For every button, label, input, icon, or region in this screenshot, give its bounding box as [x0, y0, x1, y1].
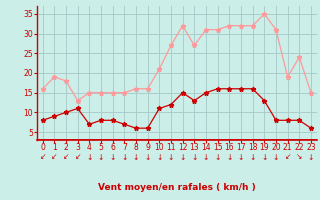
- Text: ↓: ↓: [261, 152, 268, 162]
- Text: ↙: ↙: [51, 152, 58, 162]
- Text: ↓: ↓: [308, 152, 314, 162]
- Text: ↓: ↓: [203, 152, 209, 162]
- Text: ↙: ↙: [39, 152, 46, 162]
- Text: ↓: ↓: [98, 152, 104, 162]
- Text: ↙: ↙: [63, 152, 69, 162]
- Text: ↓: ↓: [191, 152, 197, 162]
- Text: ↘: ↘: [296, 152, 302, 162]
- Text: ↓: ↓: [226, 152, 233, 162]
- Text: ↓: ↓: [133, 152, 139, 162]
- Text: ↓: ↓: [109, 152, 116, 162]
- Text: Vent moyen/en rafales ( km/h ): Vent moyen/en rafales ( km/h ): [98, 184, 256, 192]
- Text: ↓: ↓: [168, 152, 174, 162]
- Text: ↙: ↙: [284, 152, 291, 162]
- Text: ↓: ↓: [121, 152, 127, 162]
- Text: ↓: ↓: [238, 152, 244, 162]
- Text: ↓: ↓: [180, 152, 186, 162]
- Text: ↓: ↓: [250, 152, 256, 162]
- Text: ↓: ↓: [156, 152, 163, 162]
- Text: ↓: ↓: [214, 152, 221, 162]
- Text: ↙: ↙: [75, 152, 81, 162]
- Text: ↓: ↓: [273, 152, 279, 162]
- Text: ↓: ↓: [86, 152, 92, 162]
- Text: ↓: ↓: [144, 152, 151, 162]
